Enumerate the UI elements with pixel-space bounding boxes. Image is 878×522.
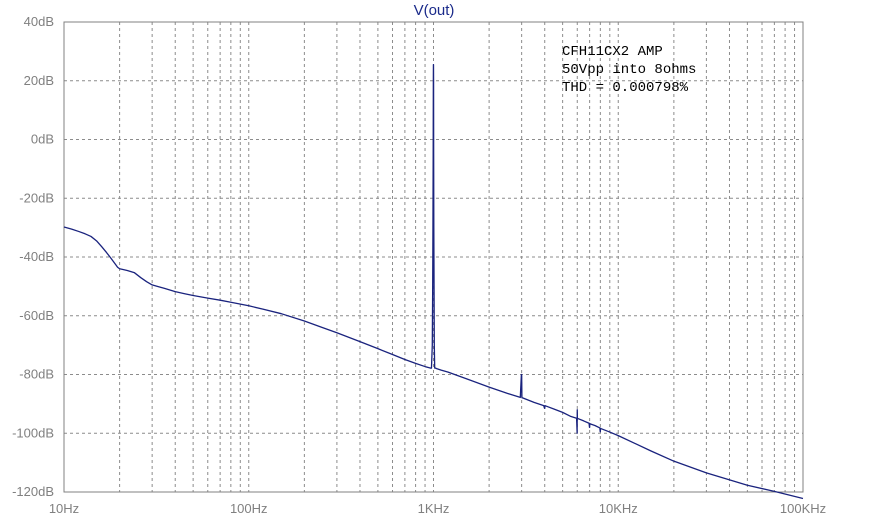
y-tick-label: -120dB [12, 484, 54, 499]
y-tick-label: 20dB [24, 73, 54, 88]
x-tick-label: 10KHz [599, 501, 638, 516]
annotation-block: CFH11CX2 AMP 50Vpp into 8ohms THD = 0.0007… [562, 44, 696, 96]
y-tick-label: 0dB [31, 132, 54, 147]
x-tick-label: 1KHz [418, 501, 450, 516]
y-tick-label: -100dB [12, 425, 54, 440]
annotation-line: CFH11CX2 AMP [562, 44, 663, 60]
y-tick-label: -40dB [19, 249, 54, 264]
y-axis-ticks: 40dB 20dB 0dB -20dB -40dB -60dB -80dB -100dB -12… [12, 14, 54, 499]
series-group [63, 63, 804, 500]
annotation-line: THD = 0.000798% [562, 80, 689, 96]
x-tick-label: 100KHz [780, 501, 826, 516]
y-tick-label: -20dB [19, 190, 54, 205]
x-tick-label: 10Hz [49, 501, 79, 516]
grid [63, 21, 803, 493]
y-tick-label: -80dB [19, 367, 54, 382]
x-tick-label: 100Hz [230, 501, 268, 516]
annotation-line: 50Vpp into 8ohms [562, 62, 696, 78]
plot-frame [63, 21, 804, 493]
chart-title: V(out) [414, 2, 455, 19]
x-axis-ticks: 10Hz 100Hz 1KHz 10KHz 100KHz [49, 501, 826, 516]
series-line [63, 63, 804, 500]
y-tick-label: -60dB [19, 308, 54, 323]
y-tick-label: 40dB [24, 14, 54, 29]
